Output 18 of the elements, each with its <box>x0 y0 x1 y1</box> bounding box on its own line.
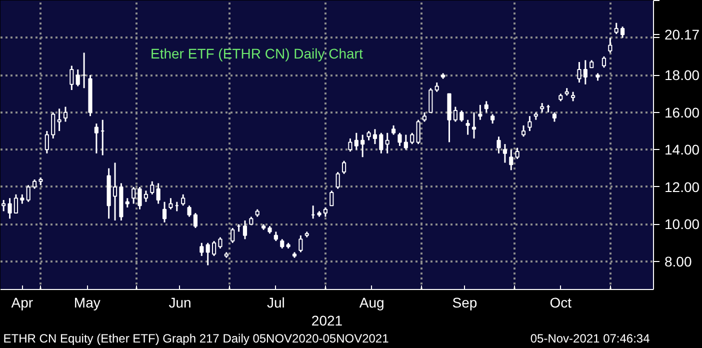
y-tick-label: 20.17 <box>664 26 700 43</box>
x-tick-label: Jul <box>266 294 285 310</box>
text: 05-Nov-2021 07:46:34 <box>530 332 650 346</box>
y-tick-label: 10.00 <box>664 216 700 232</box>
x-tick-label: Sep <box>452 294 478 310</box>
y-tick-label: 14.00 <box>664 142 700 158</box>
y-tick-label: 16.00 <box>664 104 700 120</box>
text: Ether ETF (ETHR CN) Daily Chart <box>150 46 363 62</box>
x-tick-label: Aug <box>359 294 384 310</box>
x-axis-title: 2021 <box>311 312 343 328</box>
x-tick-label: Apr <box>11 294 34 310</box>
y-tick-label: 8.00 <box>664 254 692 270</box>
x-tick-label: Jun <box>168 294 192 310</box>
text: ETHR CN Equity (Ether ETF) Graph 217 Daily 05NOV2020-05NOV2021 <box>3 332 390 346</box>
y-tick-label: 12.00 <box>664 178 700 195</box>
y-tick-label: 18.00 <box>664 67 700 84</box>
x-tick-label: Oct <box>550 294 572 310</box>
x-tick-label: May <box>74 294 100 310</box>
